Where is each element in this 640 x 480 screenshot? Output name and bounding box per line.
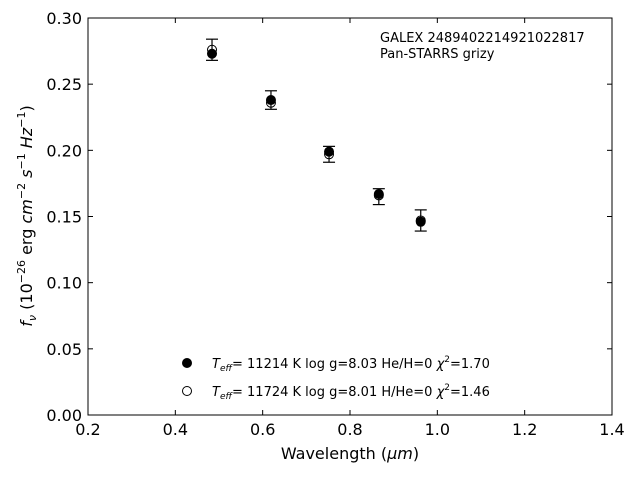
y-axis-label: fν (10−26 erg cm−2 s−1 Hz−1) xyxy=(15,105,39,326)
annotation-line-1: GALEX 2489402214921022817 xyxy=(380,31,585,46)
point-open xyxy=(324,149,335,160)
y-tick-label: 0.00 xyxy=(46,406,82,425)
y-tick-label: 0.15 xyxy=(46,208,82,227)
point-filled xyxy=(265,95,276,106)
x-tick-label: 1.0 xyxy=(425,420,450,439)
y-tick-label: 0.05 xyxy=(46,340,82,359)
y-tick-label: 0.20 xyxy=(46,141,82,160)
x-tick-label: 1.2 xyxy=(512,420,537,439)
point-open xyxy=(373,190,384,201)
point-open xyxy=(207,44,218,55)
legend-marker-filled xyxy=(182,358,192,368)
point-open xyxy=(415,215,426,226)
x-tick-label: 0.2 xyxy=(75,420,100,439)
legend-marker-open xyxy=(182,386,192,396)
legend: Teff= 11214 K log g=8.03 He/H=0 χ2=1.70 … xyxy=(182,355,490,402)
legend-entry-1: Teff= 11214 K log g=8.03 He/H=0 χ2=1.70 xyxy=(212,355,490,374)
y-tick-label: 0.10 xyxy=(46,274,82,293)
x-tick-label: 1.4 xyxy=(599,420,624,439)
point-open xyxy=(265,97,276,108)
x-axis-label: Wavelength (μm) xyxy=(281,444,419,463)
ticks: 0.2 0.4 0.6 0.8 1.0 1.2 1.4 0.00 0.05 0.10 0.15 0.2… xyxy=(46,9,624,439)
x-tick-label: 0.8 xyxy=(337,420,362,439)
legend-entry-2: Teff= 11724 K log g=8.01 H/He=0 χ2=1.46 xyxy=(212,383,490,402)
x-tick-label: 0.4 xyxy=(163,420,188,439)
point-filled xyxy=(324,146,335,157)
plot-frame xyxy=(87,17,613,416)
data-marks xyxy=(206,38,427,232)
point-filled xyxy=(207,48,218,59)
y-tick-label: 0.25 xyxy=(46,75,82,94)
annotation-line-2: Pan-STARRS grizy xyxy=(380,47,495,62)
y-tick-label: 0.30 xyxy=(46,9,82,28)
x-tick-label: 0.6 xyxy=(250,420,275,439)
